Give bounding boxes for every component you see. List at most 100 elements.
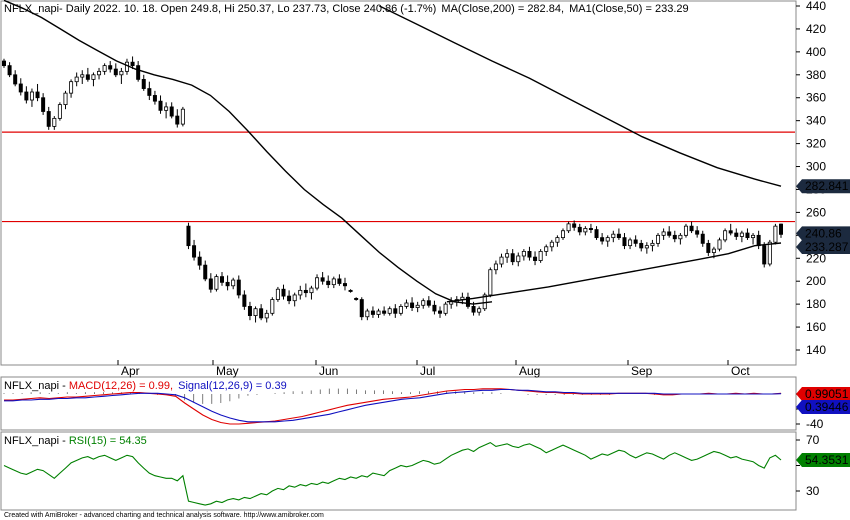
ma200-value-badge: 282.841 — [796, 179, 850, 194]
candle-body — [287, 295, 292, 302]
candle — [443, 301, 448, 316]
candle-body — [359, 299, 364, 318]
candle — [186, 222, 191, 250]
candle — [80, 70, 85, 84]
price-panel-frame — [0, 0, 797, 366]
candle — [220, 272, 225, 286]
candle-body — [756, 234, 761, 247]
candle-body — [779, 223, 784, 235]
macd-header-signal: Signal(12,26,9) = 0.39 — [178, 380, 287, 392]
candle — [728, 223, 733, 236]
candle — [326, 275, 331, 289]
candle — [723, 228, 728, 243]
candle-body — [337, 278, 342, 284]
candle — [242, 290, 247, 310]
candle — [69, 79, 74, 98]
candle — [342, 277, 347, 291]
panel-frames — [0, 0, 797, 511]
candle — [275, 286, 280, 302]
candle — [706, 239, 711, 256]
candle-body — [242, 294, 247, 307]
candle-body — [683, 225, 688, 236]
candle-body — [560, 230, 565, 239]
candle-body — [510, 253, 515, 263]
candle — [370, 306, 375, 318]
price-ytick-label-260: 260 — [806, 205, 826, 219]
candle-body — [326, 280, 331, 286]
candle — [600, 233, 605, 245]
rsi-value-badge: 54.3531 — [796, 452, 850, 467]
rsi-value-badge-value: 54.3531 — [805, 453, 849, 467]
candle-body — [611, 233, 616, 239]
candle — [438, 306, 443, 318]
candle-body — [426, 300, 431, 306]
candle-body — [108, 65, 113, 70]
ma50-value-badge: 233.287 — [796, 240, 850, 255]
price-ytick-label-320: 320 — [806, 137, 826, 151]
candle — [717, 237, 722, 252]
candle-body — [35, 91, 40, 99]
candle-body — [141, 78, 146, 89]
candle-body — [69, 81, 74, 94]
candle-body — [97, 70, 102, 76]
candle-body — [421, 300, 426, 306]
candle-body — [85, 74, 90, 80]
candle-body — [588, 228, 593, 231]
candle — [421, 298, 426, 309]
candle — [588, 223, 593, 234]
candle-body — [661, 231, 666, 236]
candle-body — [734, 232, 739, 237]
candle — [393, 304, 398, 318]
rsi-panel-frame — [0, 431, 797, 511]
candle — [102, 63, 107, 75]
candle — [152, 90, 157, 105]
candle-body — [549, 241, 554, 248]
candle-body — [566, 223, 571, 232]
candle-body — [2, 60, 7, 67]
candle — [141, 74, 146, 91]
candle — [622, 233, 627, 250]
candle-body — [158, 100, 163, 111]
candle — [544, 244, 549, 256]
rsi-lines — [3, 441, 782, 506]
rsi-header-ticker: NFLX_napi — [4, 435, 59, 447]
candle-body — [516, 255, 521, 263]
candle-body — [605, 237, 610, 242]
macd-ytick-label--40: -40 — [806, 417, 824, 431]
price-xtick-label-may: May — [216, 364, 239, 378]
candle-body — [130, 61, 135, 67]
candle-body — [52, 117, 57, 127]
candle — [180, 106, 185, 127]
macd-value-badge: 0.99051 — [796, 387, 850, 401]
candle — [398, 304, 403, 316]
candle-body — [443, 303, 448, 314]
candle-body — [622, 237, 627, 247]
candles — [2, 56, 784, 323]
candle-body — [667, 231, 672, 236]
candle — [521, 249, 526, 261]
moving-averages — [3, 0, 782, 305]
candle-body — [678, 234, 683, 240]
candle-body — [382, 310, 387, 314]
candle-body — [488, 269, 493, 296]
candle-body — [650, 242, 655, 247]
rsi-ytick-label-70: 70 — [806, 433, 820, 447]
price-header-ticker: NFLX_napi — [4, 3, 59, 15]
candle-body — [214, 276, 219, 290]
candle — [611, 230, 616, 243]
signal-value-badge: 0.39446 — [796, 400, 850, 414]
candle-body — [717, 239, 722, 250]
candle-body — [57, 104, 62, 119]
candle — [493, 260, 498, 275]
candle — [264, 309, 269, 323]
candle-body — [253, 308, 258, 317]
candle-body — [695, 230, 700, 235]
macd-header-dash: - — [59, 380, 69, 392]
ma200-value-badge-shape — [796, 179, 850, 194]
candle — [616, 228, 621, 240]
rsi-line — [3, 441, 782, 506]
candle-body — [767, 241, 772, 265]
candle-body — [398, 306, 403, 314]
